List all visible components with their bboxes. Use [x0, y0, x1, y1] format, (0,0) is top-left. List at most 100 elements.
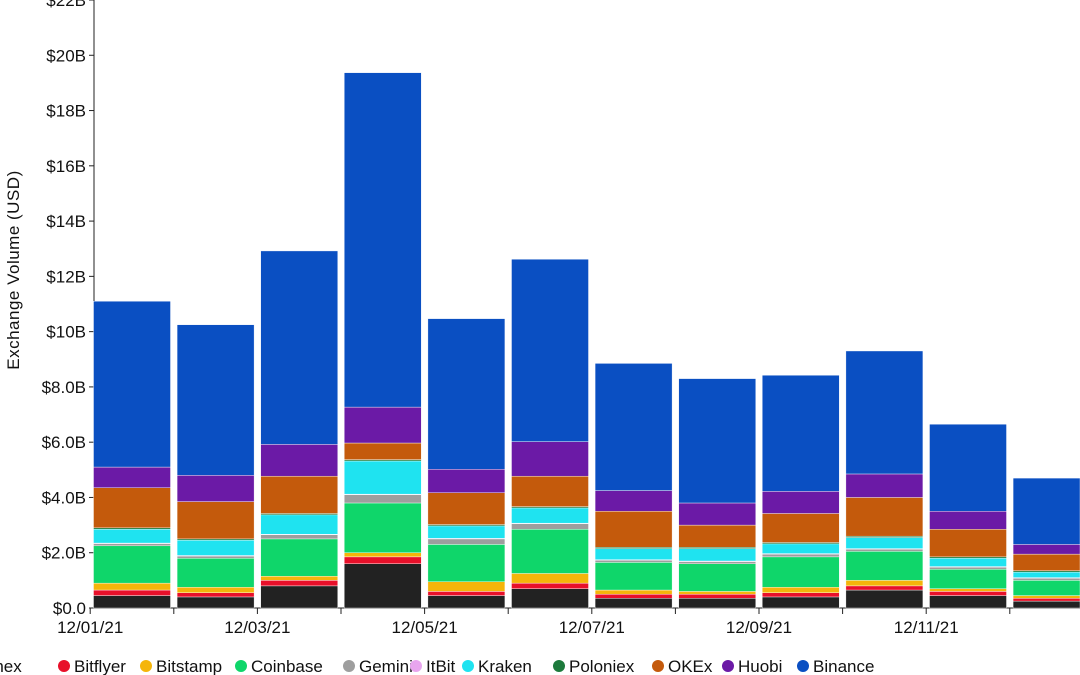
bar-segment-poloniex[interactable] — [678, 547, 756, 549]
bar-segment-poloniex[interactable] — [929, 556, 1007, 559]
bar-segment-binance[interactable] — [845, 350, 924, 475]
bar-segment-coinbase[interactable] — [845, 551, 924, 581]
bar-segment-kraken[interactable] — [344, 460, 422, 495]
bar-segment-coinbase[interactable] — [260, 538, 338, 577]
bar-segment-gemini[interactable] — [929, 566, 1007, 570]
bar-segment-coinbase[interactable] — [427, 544, 506, 582]
bar-segment-gemini[interactable] — [1012, 577, 1080, 581]
bar-segment-huobi[interactable] — [1012, 544, 1080, 555]
bar-segment-poloniex[interactable] — [176, 538, 255, 541]
bar-segment-huobi[interactable] — [260, 444, 338, 477]
bar-segment-okex[interactable] — [176, 501, 255, 540]
bar-segment-bitstamp[interactable] — [929, 588, 1007, 592]
bar-segment-binance[interactable] — [427, 318, 506, 470]
bar-segment-binance[interactable] — [594, 363, 673, 491]
bar-segment-bitfinex[interactable] — [511, 588, 589, 609]
bar-segment-bitflyer[interactable] — [678, 593, 756, 599]
bar-segment-bitfinex[interactable] — [344, 563, 422, 609]
bar-segment-huobi[interactable] — [845, 473, 924, 498]
bar-segment-huobi[interactable] — [762, 491, 840, 514]
bar-segment-kraken[interactable] — [1012, 571, 1080, 578]
bar-segment-binance[interactable] — [1012, 477, 1080, 545]
bar-segment-bitstamp[interactable] — [427, 581, 506, 592]
bar-segment-bitstamp[interactable] — [93, 582, 171, 591]
bar-segment-gemini[interactable] — [93, 543, 171, 547]
bar-segment-poloniex[interactable] — [845, 535, 924, 538]
bar-segment-bitstamp[interactable] — [260, 576, 338, 581]
bar-segment-coinbase[interactable] — [176, 558, 255, 588]
bar-segment-bitstamp[interactable] — [594, 589, 673, 595]
bar-segment-kraken[interactable] — [762, 543, 840, 554]
bar-segment-bitflyer[interactable] — [1012, 598, 1080, 602]
bar-segment-poloniex[interactable] — [594, 547, 673, 549]
bar-segment-bitstamp[interactable] — [678, 591, 756, 595]
bar-segment-okex[interactable] — [594, 511, 673, 548]
bar-segment-huobi[interactable] — [427, 469, 506, 493]
bar-segment-bitfinex[interactable] — [678, 598, 756, 609]
bar-segment-bitfinex[interactable] — [762, 596, 840, 609]
bar-segment-bitstamp[interactable] — [344, 552, 422, 558]
bar-segment-gemini[interactable] — [594, 559, 673, 563]
bar-segment-poloniex[interactable] — [260, 513, 338, 516]
bar-segment-bitfinex[interactable] — [845, 589, 924, 609]
bar-segment-bitfinex[interactable] — [93, 595, 171, 609]
bar-segment-bitstamp[interactable] — [762, 587, 840, 593]
bar-segment-bitfinex[interactable] — [1012, 600, 1080, 609]
bar-segment-poloniex[interactable] — [427, 524, 506, 527]
bar-segment-kraken[interactable] — [176, 540, 255, 556]
bar-segment-kraken[interactable] — [511, 507, 589, 524]
bar-segment-okex[interactable] — [260, 475, 338, 514]
bar-segment-okex[interactable] — [929, 529, 1007, 558]
bar-segment-bitflyer[interactable] — [594, 593, 673, 599]
bar-segment-okex[interactable] — [1012, 553, 1080, 571]
bar-segment-coinbase[interactable] — [1012, 580, 1080, 596]
bar-segment-binance[interactable] — [93, 301, 171, 468]
bar-segment-gemini[interactable] — [176, 555, 255, 559]
bar-segment-binance[interactable] — [929, 424, 1007, 512]
bar-segment-bitflyer[interactable] — [929, 591, 1007, 596]
bar-segment-gemini[interactable] — [260, 534, 338, 540]
bar-segment-coinbase[interactable] — [594, 562, 673, 591]
bar-segment-kraken[interactable] — [845, 537, 924, 549]
bar-segment-okex[interactable] — [344, 442, 422, 460]
bar-segment-poloniex[interactable] — [93, 527, 171, 530]
bar-segment-kraken[interactable] — [929, 558, 1007, 567]
bar-segment-bitflyer[interactable] — [762, 592, 840, 598]
bar-segment-okex[interactable] — [511, 475, 589, 507]
bar-segment-huobi[interactable] — [511, 441, 589, 477]
bar-segment-huobi[interactable] — [678, 502, 756, 526]
bar-segment-poloniex[interactable] — [344, 459, 422, 462]
bar-segment-coinbase[interactable] — [929, 569, 1007, 589]
bar-segment-bitfinex[interactable] — [929, 595, 1007, 609]
bar-segment-okex[interactable] — [678, 524, 756, 548]
bar-segment-coinbase[interactable] — [93, 545, 171, 584]
bar-segment-bitstamp[interactable] — [176, 587, 255, 593]
bar-segment-binance[interactable] — [176, 324, 255, 476]
bar-segment-bitfinex[interactable] — [260, 585, 338, 609]
bar-segment-poloniex[interactable] — [511, 506, 589, 509]
bar-segment-okex[interactable] — [845, 497, 924, 537]
bar-segment-kraken[interactable] — [678, 548, 756, 562]
bar-segment-bitstamp[interactable] — [845, 580, 924, 587]
bar-segment-kraken[interactable] — [594, 548, 673, 560]
bar-segment-okex[interactable] — [427, 492, 506, 525]
bar-segment-gemini[interactable] — [845, 548, 924, 552]
bar-segment-coinbase[interactable] — [678, 563, 756, 592]
bar-segment-okex[interactable] — [93, 487, 171, 529]
bar-segment-coinbase[interactable] — [344, 502, 422, 553]
bar-segment-bitflyer[interactable] — [845, 585, 924, 591]
bar-segment-binance[interactable] — [344, 72, 422, 408]
bar-segment-gemini[interactable] — [427, 538, 506, 545]
bar-segment-bitflyer[interactable] — [176, 592, 255, 598]
bar-segment-coinbase[interactable] — [762, 556, 840, 588]
bar-segment-binance[interactable] — [260, 250, 338, 445]
bar-segment-huobi[interactable] — [93, 466, 171, 488]
bar-segment-huobi[interactable] — [594, 490, 673, 512]
bar-segment-coinbase[interactable] — [511, 529, 589, 574]
bar-segment-gemini[interactable] — [511, 523, 589, 530]
bar-segment-bitflyer[interactable] — [260, 580, 338, 587]
bar-segment-huobi[interactable] — [929, 511, 1007, 530]
bar-segment-huobi[interactable] — [176, 475, 255, 502]
bar-segment-binance[interactable] — [762, 375, 840, 492]
bar-segment-bitflyer[interactable] — [511, 582, 589, 589]
